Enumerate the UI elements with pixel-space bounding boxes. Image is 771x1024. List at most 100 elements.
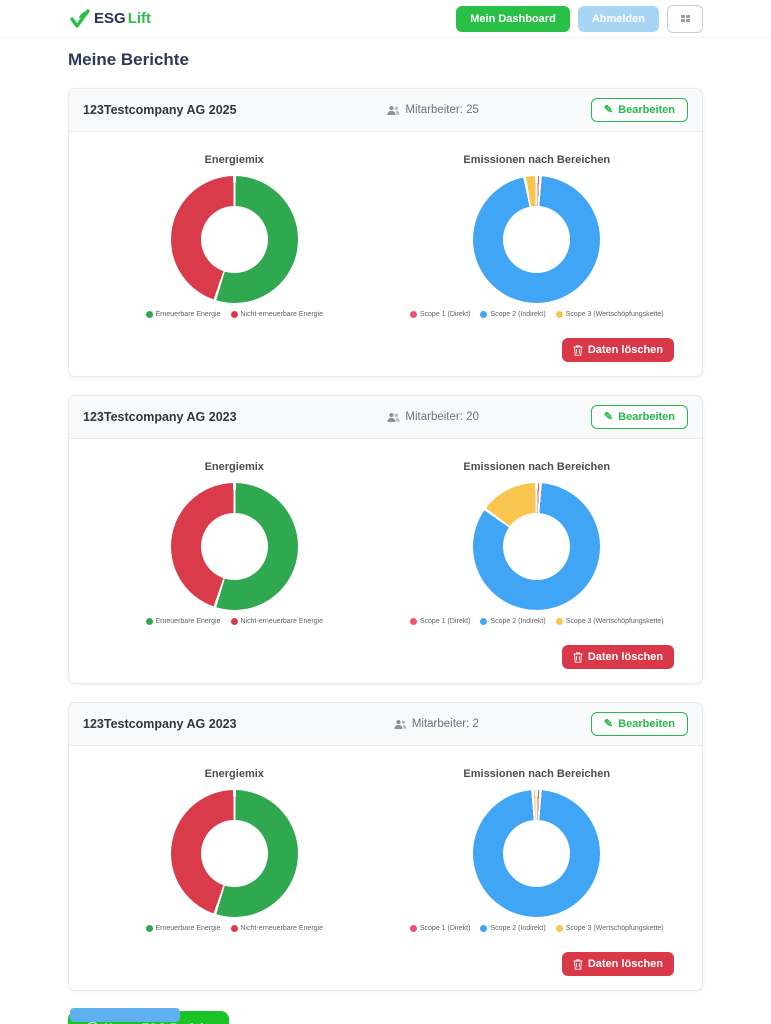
chart-title: Energiemix — [204, 461, 264, 473]
report-card: 123Testcompany AG 2023 Mitarbeiter: 2 ✎ … — [68, 702, 703, 991]
energy-mix-donut — [170, 790, 298, 917]
legend-item: Scope 1 (Direkt) — [409, 311, 471, 318]
small-grid-icon — [680, 15, 690, 22]
logo-text-esg: ESG — [94, 10, 126, 27]
legend-item: Nicht-erneuerbare Energie — [230, 925, 324, 932]
chart-title: Emissionen nach Bereichen — [463, 154, 611, 166]
delete-data-button[interactable]: Daten löschen — [561, 645, 674, 669]
edit-button[interactable]: ✎ Bearbeiten — [590, 405, 688, 429]
legend-item: Erneuerbare Energie — [145, 618, 221, 625]
employees-count: Mitarbeiter: 20 — [387, 411, 479, 423]
legend-dot-green — [145, 618, 153, 625]
chart-legend: Scope 1 (Direkt) Scope 2 (Indirekt) Scop… — [405, 311, 669, 318]
emissions-donut — [473, 176, 601, 303]
legend-item: Scope 2 (Indirekt) — [480, 311, 546, 318]
energy-mix-donut — [170, 483, 298, 610]
energy-mix-chart: Energiemix Erneuerbare Energie Nicht-ern… — [83, 461, 386, 625]
edit-button-label: Bearbeiten — [618, 104, 675, 116]
logo-text-lift: Lift — [127, 10, 152, 27]
employees-label: Mitarbeiter: 20 — [405, 411, 479, 423]
legend-label: Nicht-erneuerbare Energie — [240, 618, 324, 625]
employees-label: Mitarbeiter: 25 — [405, 104, 479, 116]
report-card-body: Energiemix Erneuerbare Energie Nicht-ern… — [69, 439, 702, 683]
trash-icon — [573, 344, 583, 356]
emissions-chart: Emissionen nach Bereichen Scope 1 (Direk… — [386, 768, 689, 932]
main-content: Meine Berichte 123Testcompany AG 2025 Mi… — [68, 50, 703, 1024]
legend-label: Scope 2 (Indirekt) — [490, 925, 546, 932]
legend-label: Scope 3 (Wertschöpfungskette) — [565, 618, 664, 625]
edit-button-label: Bearbeiten — [618, 718, 675, 730]
report-title: 123Testcompany AG 2023 — [83, 410, 237, 424]
legend-dot-green — [145, 925, 153, 932]
employees-count: Mitarbeiter: 25 — [387, 104, 479, 116]
legend-dot-pink — [409, 311, 417, 318]
page-title: Meine Berichte — [68, 50, 189, 69]
delete-button-label: Daten löschen — [587, 958, 663, 970]
language-flag-button[interactable] — [667, 4, 703, 33]
legend-item: Scope 1 (Direkt) — [409, 925, 471, 932]
legend-label: Scope 2 (Indirekt) — [490, 311, 546, 318]
chart-legend: Erneuerbare Energie Nicht-erneuerbare En… — [141, 925, 329, 932]
chart-title: Energiemix — [204, 154, 264, 166]
emissions-donut — [473, 790, 601, 917]
pencil-icon: ✎ — [603, 410, 614, 423]
chart-title: Energiemix — [204, 768, 264, 780]
report-card: 123Testcompany AG 2023 Mitarbeiter: 20 ✎… — [68, 395, 703, 684]
legend-label: Scope 1 (Direkt) — [419, 925, 471, 932]
legend-item: Scope 2 (Indirekt) — [480, 925, 546, 932]
dashboard-button[interactable]: Mein Dashboard — [456, 5, 570, 32]
legend-label: Nicht-erneuerbare Energie — [240, 311, 324, 318]
legend-dot-yellow — [555, 618, 563, 625]
legend-dot-red — [230, 925, 238, 932]
pencil-icon: ✎ — [603, 103, 614, 116]
employees-count: Mitarbeiter: 2 — [394, 718, 479, 730]
edit-button[interactable]: ✎ Bearbeiten — [590, 98, 688, 122]
legend-item: Erneuerbare Energie — [145, 925, 221, 932]
legend-item: Nicht-erneuerbare Energie — [230, 618, 324, 625]
energy-mix-chart: Energiemix Erneuerbare Energie Nicht-ern… — [83, 768, 386, 932]
chart-title: Emissionen nach Bereichen — [463, 461, 611, 473]
chart-title: Emissionen nach Bereichen — [463, 768, 611, 780]
chart-legend: Erneuerbare Energie Nicht-erneuerbare En… — [141, 311, 329, 318]
legend-dot-green — [145, 311, 153, 318]
trash-icon — [573, 651, 583, 663]
report-card-body: Energiemix Erneuerbare Energie Nicht-ern… — [69, 132, 702, 376]
legend-label: Scope 2 (Indirekt) — [490, 618, 546, 625]
legend-item: Scope 3 (Wertschöpfungskette) — [555, 618, 664, 625]
legend-dot-pink — [409, 925, 417, 932]
chart-legend: Scope 1 (Direkt) Scope 2 (Indirekt) Scop… — [405, 925, 669, 932]
legend-item: Nicht-erneuerbare Energie — [230, 311, 324, 318]
delete-data-button[interactable]: Daten löschen — [561, 338, 674, 362]
trash-icon — [573, 958, 583, 970]
legend-dot-red — [230, 311, 238, 318]
legend-label: Erneuerbare Energie — [155, 618, 221, 625]
emissions-chart: Emissionen nach Bereichen Scope 1 (Direk… — [386, 461, 689, 625]
users-icon — [387, 412, 400, 422]
legend-item: Scope 3 (Wertschöpfungskette) — [555, 925, 664, 932]
legend-label: Scope 3 (Wertschöpfungskette) — [565, 925, 664, 932]
legend-dot-red — [230, 618, 238, 625]
energy-mix-chart: Energiemix Erneuerbare Energie Nicht-ern… — [83, 154, 386, 318]
app-logo[interactable]: ESG Lift — [68, 7, 151, 31]
logout-button[interactable]: Abmelden — [577, 5, 659, 32]
legend-item: Scope 1 (Direkt) — [409, 618, 471, 625]
report-title: 123Testcompany AG 2023 — [83, 717, 237, 731]
new-report-button-label: Neuer ESG Bericht — [104, 1021, 211, 1024]
edit-button-label: Bearbeiten — [618, 411, 675, 423]
delete-data-button[interactable]: Daten löschen — [561, 952, 674, 976]
emissions-donut — [473, 483, 601, 610]
report-title: 123Testcompany AG 2025 — [83, 103, 237, 117]
pencil-icon: ✎ — [603, 717, 614, 730]
edit-button[interactable]: ✎ Bearbeiten — [590, 712, 688, 736]
employees-label: Mitarbeiter: 2 — [411, 718, 479, 730]
legend-item: Erneuerbare Energie — [145, 311, 221, 318]
delete-button-label: Daten löschen — [587, 651, 663, 663]
legend-label: Nicht-erneuerbare Energie — [240, 925, 324, 932]
legend-label: Scope 1 (Direkt) — [419, 311, 471, 318]
chart-legend: Scope 1 (Direkt) Scope 2 (Indirekt) Scop… — [405, 618, 669, 625]
top-navigation-bar: ESG Lift Mein Dashboard Abmelden — [0, 0, 771, 38]
users-icon — [387, 105, 400, 115]
legend-label: Scope 1 (Direkt) — [419, 618, 471, 625]
emissions-chart: Emissionen nach Bereichen Scope 1 (Direk… — [386, 154, 689, 318]
report-card-header: 123Testcompany AG 2023 Mitarbeiter: 2 ✎ … — [69, 703, 702, 746]
